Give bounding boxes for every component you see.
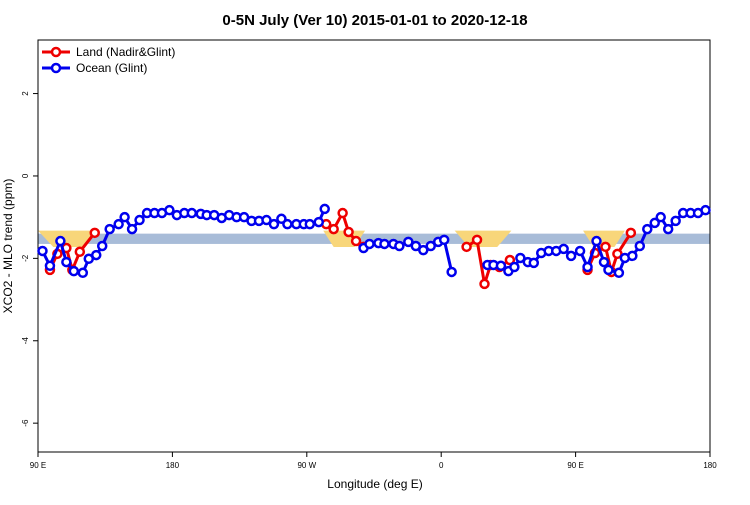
data-point <box>410 240 422 252</box>
data-point <box>37 245 48 257</box>
data-point <box>350 235 362 247</box>
data-point <box>612 248 623 260</box>
data-point <box>337 207 348 219</box>
y-axis-label: XCO2 - MLO trend (ppm) <box>1 179 15 314</box>
data-point <box>379 238 390 250</box>
data-point <box>558 243 569 255</box>
data-point <box>164 204 175 216</box>
data-point <box>625 227 637 239</box>
y-tick-label: -6 <box>21 419 30 427</box>
data-point <box>261 214 272 226</box>
data-point <box>313 216 324 228</box>
data-point <box>471 234 483 246</box>
data-point <box>642 223 653 235</box>
x-tick-label: 180 <box>703 461 717 470</box>
data-point <box>77 267 89 279</box>
data-point <box>282 218 293 230</box>
data-point <box>134 214 145 226</box>
data-point <box>670 215 681 227</box>
data-point <box>113 218 124 230</box>
y-tick-label: 2 <box>21 91 30 96</box>
data-point <box>627 250 638 262</box>
chart-title: 0-5N July (Ver 10) 2015-01-01 to 2020-12… <box>222 12 527 29</box>
data-point <box>479 278 490 290</box>
data-point <box>600 241 611 253</box>
legend-label: Ocean (Glint) <box>76 61 147 75</box>
data-point <box>343 226 354 238</box>
data-point <box>328 223 339 235</box>
data-point <box>574 245 586 257</box>
data-point <box>68 265 80 277</box>
x-tick-label: 90 E <box>567 461 583 470</box>
legend-label: Land (Nadir&Glint) <box>76 45 175 59</box>
data-point <box>528 257 540 269</box>
x-axis-label: Longitude (deg E) <box>327 477 422 491</box>
data-point <box>89 227 100 239</box>
data-point <box>634 240 646 252</box>
data-point <box>655 211 666 223</box>
data-point <box>603 264 614 276</box>
data-point <box>364 238 375 250</box>
data-point <box>119 211 130 223</box>
legend-marker <box>50 62 62 74</box>
data-point <box>126 223 138 235</box>
y-tick-label: -2 <box>21 254 30 262</box>
data-point <box>44 260 56 272</box>
x-tick-label: 90 W <box>297 461 316 470</box>
data-point <box>461 241 472 253</box>
data-point <box>495 260 507 272</box>
data-point <box>565 250 577 262</box>
data-point <box>55 235 66 247</box>
shaded-region <box>38 230 100 247</box>
data-point <box>90 249 102 261</box>
data-point <box>104 223 115 235</box>
x-tick-label: 0 <box>439 461 444 470</box>
data-point <box>61 256 72 268</box>
data-point <box>304 218 316 230</box>
x-tick-label: 90 E <box>30 461 46 470</box>
data-point <box>403 236 414 248</box>
data-point <box>613 267 625 279</box>
data-point <box>319 203 330 215</box>
x-tick-label: 180 <box>166 461 180 470</box>
data-point <box>700 204 711 216</box>
y-tick-label: 0 <box>21 173 30 178</box>
data-point <box>74 246 86 258</box>
legend-marker <box>50 46 62 58</box>
plot-frame <box>37 39 711 453</box>
data-point <box>649 217 660 229</box>
data-point <box>394 240 405 252</box>
y-tick-label: -4 <box>21 337 30 345</box>
data-point <box>438 234 450 246</box>
data-point <box>186 207 198 219</box>
data-point <box>509 261 520 273</box>
data-point <box>598 256 610 268</box>
reference-band <box>38 233 710 244</box>
data-point <box>446 266 457 278</box>
data-point <box>418 244 429 256</box>
data-point <box>96 240 108 252</box>
data-point <box>504 254 516 266</box>
data-point <box>515 252 526 264</box>
data-point <box>662 223 674 235</box>
data-point <box>268 218 280 230</box>
data-point <box>425 240 436 252</box>
data-point <box>591 235 602 247</box>
data-point <box>582 261 593 273</box>
